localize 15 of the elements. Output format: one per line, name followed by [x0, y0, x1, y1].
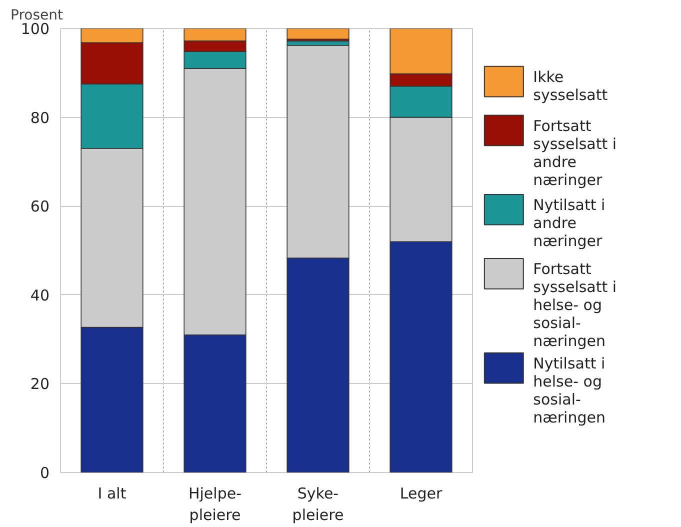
- x-tick-label: Syke-pleiere: [292, 484, 344, 524]
- legend-label: Nytilsatt i helse- og sosial-næringen: [533, 354, 606, 427]
- y-tick-label: 20: [30, 375, 50, 394]
- legend-label: Ikke sysselsatt: [533, 68, 608, 104]
- y-tick-label: 0: [40, 464, 50, 482]
- y-tick-label: 40: [30, 286, 50, 304]
- x-tick-label: I alt: [98, 484, 126, 502]
- legend-label: Nytilsatt i andre næringer: [533, 196, 606, 250]
- x-tick-label: Hjelpe-pleiere: [188, 484, 242, 524]
- y-tick-label: 60: [30, 198, 50, 216]
- y-tick-label: 80: [30, 108, 50, 127]
- legend-label: Fortsatt sysselsatt i helse- og sosial-næringen: [533, 260, 617, 350]
- legend-label: Fortsatt sysselsatt i andre næringer: [533, 116, 617, 189]
- bar: [286, 28, 350, 40]
- x-tick-label: Leger: [400, 484, 443, 502]
